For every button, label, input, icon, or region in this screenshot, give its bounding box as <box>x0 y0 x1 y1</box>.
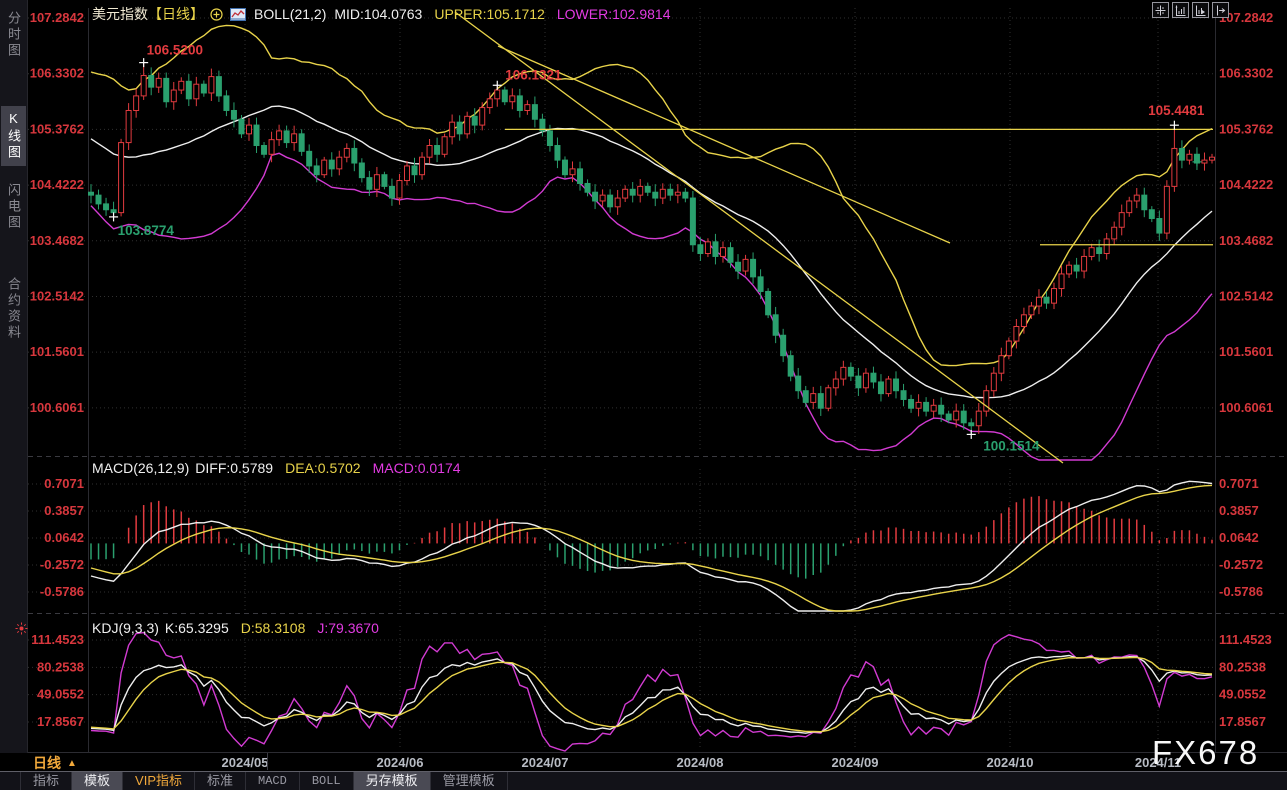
svg-text:104.4222: 104.4222 <box>30 177 84 192</box>
svg-text:105.4481: 105.4481 <box>1148 103 1205 118</box>
svg-text:102.5142: 102.5142 <box>30 288 84 303</box>
svg-text:105.3762: 105.3762 <box>1219 121 1273 136</box>
svg-text:103.8774: 103.8774 <box>118 223 175 238</box>
svg-text:2024/08: 2024/08 <box>677 755 724 770</box>
restore-view-icon[interactable] <box>1212 2 1229 18</box>
kdj-d-value: D:58.3108 <box>240 620 306 636</box>
indicator-settings-icon[interactable] <box>15 622 28 635</box>
tab-templates[interactable]: 模板 <box>72 772 124 790</box>
svg-text:2024/10: 2024/10 <box>987 755 1034 770</box>
svg-text:80.2538: 80.2538 <box>37 659 84 674</box>
kdj-j-value: J:79.3670 <box>317 620 379 636</box>
sidebar-item-contract-info[interactable]: 合约资料 <box>6 277 21 341</box>
svg-text:0.3857: 0.3857 <box>1219 503 1259 518</box>
boll-upper-value: UPPER:105.1712 <box>434 6 545 22</box>
period-selector-label: 日线 <box>33 755 61 771</box>
svg-text:0.0642: 0.0642 <box>44 530 84 545</box>
svg-text:105.3762: 105.3762 <box>30 121 84 136</box>
watermark: FX678 <box>1152 734 1260 771</box>
svg-text:107.2842: 107.2842 <box>30 10 84 25</box>
svg-text:17.8567: 17.8567 <box>1219 714 1266 729</box>
macd-header: MACD(26,12,9) DIFF:0.5789 DEA:0.5702 MAC… <box>92 460 461 476</box>
tab-save-template[interactable]: 另存模板 <box>353 772 431 790</box>
svg-text:2024/09: 2024/09 <box>832 755 879 770</box>
chart-type-sidebar: 分时图 K线图 闪电图 合约资料 <box>0 0 28 753</box>
period-selector[interactable]: 日线 ▲ <box>33 753 77 773</box>
svg-text:49.0552: 49.0552 <box>1219 687 1266 702</box>
svg-text:80.2538: 80.2538 <box>1219 659 1266 674</box>
chart-toolbar <box>1152 2 1229 18</box>
macd-title: MACD(26,12,9) <box>92 460 190 476</box>
main-chart-header: 美元指数 【日线】 BOLL(21,2) MID:104.0763 UPPER:… <box>92 4 670 24</box>
tab-indicators[interactable]: 指标 <box>20 772 73 790</box>
period-dropdown-arrow-icon: ▲ <box>67 757 77 769</box>
svg-text:100.6061: 100.6061 <box>1219 400 1273 415</box>
svg-text:101.5601: 101.5601 <box>30 344 84 359</box>
scale-right-axis-icon[interactable] <box>1192 2 1209 18</box>
svg-text:103.4682: 103.4682 <box>1219 233 1273 248</box>
svg-text:-0.5786: -0.5786 <box>40 584 84 599</box>
svg-text:0.3857: 0.3857 <box>44 503 84 518</box>
tab-manage-template[interactable]: 管理模板 <box>431 772 508 790</box>
kdj-header: KDJ(9,3,3) K:65.3295 D:58.3108 J:79.3670 <box>92 620 379 636</box>
tab-vip-indicators[interactable]: VIP指标 <box>123 772 195 790</box>
macd-dea-value: DEA:0.5702 <box>285 460 361 476</box>
svg-text:106.1321: 106.1321 <box>505 67 562 82</box>
macd-diff-value: DIFF:0.5789 <box>195 460 274 476</box>
svg-text:111.4523: 111.4523 <box>31 632 84 647</box>
svg-text:49.0552: 49.0552 <box>37 687 84 702</box>
svg-text:107.2842: 107.2842 <box>1219 10 1273 25</box>
svg-text:106.3302: 106.3302 <box>30 66 84 81</box>
svg-text:-0.2572: -0.2572 <box>40 557 84 572</box>
boll-mid-value: MID:104.0763 <box>334 6 423 22</box>
svg-text:0.0642: 0.0642 <box>1219 530 1259 545</box>
sidebar-item-timeshare[interactable]: 分时图 <box>6 11 21 59</box>
svg-text:104.4222: 104.4222 <box>1219 177 1273 192</box>
svg-text:-0.2572: -0.2572 <box>1219 557 1263 572</box>
svg-text:100.1514: 100.1514 <box>983 438 1040 453</box>
svg-text:106.5200: 106.5200 <box>147 43 203 58</box>
move-tool-icon[interactable] <box>1152 2 1169 18</box>
tab-boll[interactable]: BOLL <box>300 772 354 790</box>
tab-macd[interactable]: MACD <box>246 772 300 790</box>
svg-text:0.7071: 0.7071 <box>44 476 84 491</box>
svg-text:-0.5786: -0.5786 <box>1219 584 1263 599</box>
scale-left-axis-icon[interactable] <box>1172 2 1189 18</box>
svg-text:2024/07: 2024/07 <box>522 755 569 770</box>
svg-text:2024/06: 2024/06 <box>377 755 424 770</box>
svg-text:106.3302: 106.3302 <box>1219 66 1273 81</box>
svg-text:103.4682: 103.4682 <box>30 233 84 248</box>
boll-lower-value: LOWER:102.9814 <box>556 6 671 22</box>
symbol-name: 美元指数 <box>92 6 148 22</box>
bottom-tab-bar: 指标 模板 VIP指标 标准 MACD BOLL 另存模板 管理模板 <box>0 771 1287 790</box>
svg-text:17.8567: 17.8567 <box>37 714 84 729</box>
svg-text:2024/05: 2024/05 <box>222 755 269 770</box>
svg-text:111.4523: 111.4523 <box>1219 632 1272 647</box>
boll-indicator-label: BOLL(21,2) <box>254 6 327 22</box>
period-label: 【日线】 <box>148 6 204 22</box>
kdj-title: KDJ(9,3,3) <box>92 620 159 636</box>
svg-text:100.6061: 100.6061 <box>30 400 84 415</box>
circle-plus-icon[interactable] <box>210 7 223 21</box>
sidebar-item-lightning[interactable]: 闪电图 <box>6 183 21 231</box>
svg-text:101.5601: 101.5601 <box>1219 344 1273 359</box>
svg-text:0.7071: 0.7071 <box>1219 476 1259 491</box>
svg-text:2024/11: 2024/11 <box>1135 755 1181 770</box>
tab-standard[interactable]: 标准 <box>195 772 247 790</box>
macd-value: MACD:0.0174 <box>372 460 461 476</box>
kdj-k-value: K:65.3295 <box>164 620 229 636</box>
svg-text:102.5142: 102.5142 <box>1219 288 1273 303</box>
chart-style-icon[interactable] <box>230 7 246 21</box>
sidebar-item-kline[interactable]: K线图 <box>1 106 26 166</box>
